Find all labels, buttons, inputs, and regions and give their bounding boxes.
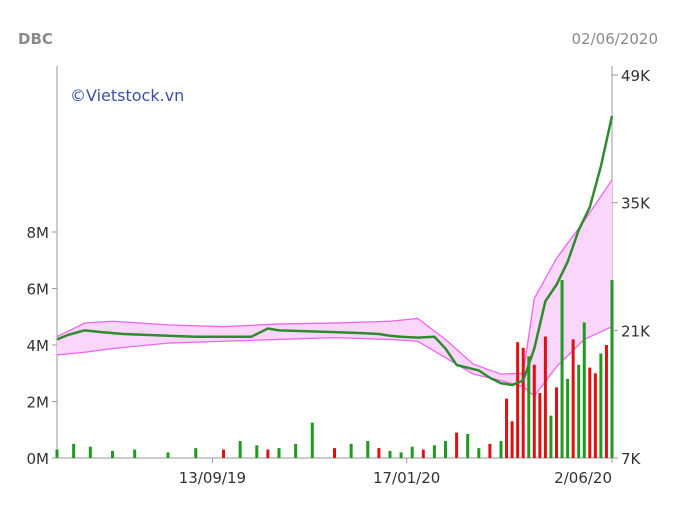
volume-tick-label: 2M [27,394,50,412]
price-tick-label: 7K [621,450,642,468]
volume-bar [266,449,270,458]
volume-bar [455,432,459,458]
band-upper-line [56,179,613,375]
ticker-symbol: DBC [18,30,53,48]
date-tick-label: 17/01/20 [373,469,440,487]
volume-bar [604,345,608,458]
volume-bar [349,443,353,458]
volume-bar [599,353,603,458]
volume-bar [277,448,281,458]
price-tick-label: 49K [621,67,651,85]
price-line [56,115,614,387]
volume-bar [477,448,481,458]
volume-bar [527,356,531,458]
volume-bar [593,373,597,458]
band-lower-line [56,326,613,397]
volume-bar [521,347,525,458]
volume-bar [566,378,570,458]
volume-bar [133,449,137,458]
volume-bar [55,449,59,458]
volume-bar [543,336,547,458]
volume-bar [166,452,170,458]
volume-bar [410,446,414,458]
volume-bar [560,280,564,458]
volume-bar [499,441,503,458]
volume-bar [388,450,392,458]
volume-bar [255,445,259,458]
volume-tick-label: 6M [27,281,50,299]
volume-bar [194,448,198,458]
volume-bar [72,443,76,458]
volume-bar [444,441,447,458]
volume-bar [238,441,242,458]
price-tick-label: 35K [621,195,651,213]
volume-bar [610,280,614,458]
chart-date: 02/06/2020 [571,30,658,48]
volume-tick-label: 0M [27,450,50,468]
volume-bar [582,322,586,458]
volume-bar [111,450,114,458]
volume-bar [399,452,403,458]
volume-bar [432,445,436,458]
date-tick-label: 2/06/20 [554,469,612,487]
volume-bar [555,387,558,458]
volume-bar [421,449,425,458]
volume-bar [516,342,520,458]
volume-bar [294,443,298,458]
volume-bar [505,398,509,458]
volume-bar [488,443,492,458]
volume-bar [532,364,536,458]
volume-bar [538,393,542,458]
volume-bar [510,421,514,458]
date-tick-label: 13/09/19 [179,469,246,487]
volume-bar [222,449,225,458]
volume-bar [88,446,92,458]
volume-bar [366,441,370,458]
volume-bar [571,339,575,458]
volume-tick-label: 8M [27,224,50,242]
volume-bar [588,367,592,458]
volume-bar [577,364,581,458]
price-tick-label: 21K [621,322,651,340]
volume-bar [549,415,553,458]
volume-bar [333,448,336,458]
volume-tick-label: 4M [27,337,50,355]
volume-bar [377,448,381,458]
volume-bar [310,422,314,458]
watermark: ©Vietstock.vn [70,86,184,105]
volume-bar [466,433,470,458]
